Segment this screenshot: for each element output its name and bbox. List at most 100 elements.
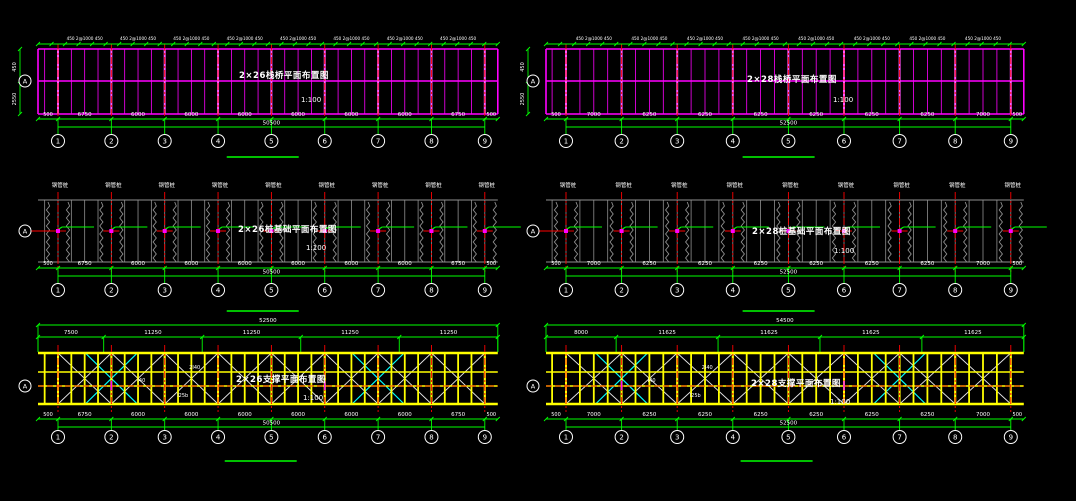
axis-number: 9 [1009, 287, 1013, 295]
pile-marker [376, 229, 381, 233]
dim-tick [923, 41, 928, 47]
pile-label: 钢管桩 [727, 181, 744, 189]
axis-number: 9 [1009, 434, 1013, 442]
dimension-label: 11625 [760, 330, 778, 336]
axis-bubble [1003, 430, 1018, 444]
axis-letter-bubble [18, 74, 32, 88]
dim-tick [585, 41, 591, 47]
dimension-label: 6250 [698, 112, 712, 118]
total-dimension-label: 50500 [263, 121, 281, 127]
axis-number: 4 [731, 287, 736, 295]
dim-tick [810, 41, 816, 47]
axis-number: 7 [897, 138, 901, 146]
dim-tick [62, 41, 68, 47]
axis-number: 5 [786, 434, 790, 442]
dimension-label: 500 [43, 412, 53, 418]
axis-number: 8 [953, 434, 957, 442]
axis-letter-bubble [18, 379, 32, 393]
dimension-label: 6000 [398, 412, 412, 418]
dimension-label: 6250 [920, 412, 934, 418]
drawing-title-pile-left: 2×26桩基础平面布置图 [238, 225, 337, 235]
axis-number: 4 [216, 287, 221, 295]
pile-marker [564, 229, 568, 233]
scale-note-pile-right: 1:100 [834, 247, 855, 255]
axis-bubble [892, 283, 907, 297]
axis-number: 1 [564, 434, 568, 442]
dim-tick [157, 41, 163, 47]
dimension-label: 8000 [574, 330, 588, 336]
axis-bubble [781, 430, 796, 444]
dim-tick [1021, 116, 1027, 122]
axis-bubble [424, 283, 439, 297]
axis-number: 3 [162, 287, 166, 295]
axis-number: 1 [56, 138, 60, 146]
dimension-label: 11250 [243, 330, 261, 336]
dim-tick [495, 416, 501, 422]
dim-tick [35, 265, 41, 271]
dim-tick [306, 41, 311, 47]
dimension-label: 11625 [862, 330, 880, 336]
dim-tick [613, 41, 619, 47]
axis-bubble [670, 283, 685, 297]
dim-tick [265, 41, 271, 47]
dimension-label: 500 [487, 261, 497, 267]
axis-bubble [317, 430, 332, 444]
scale-note-brace-left: 1:100 [303, 394, 324, 402]
pile-marker [1008, 229, 1013, 233]
axis-bubble [264, 134, 279, 148]
dim-tick [993, 41, 999, 47]
axis-letter-bubble [18, 224, 32, 238]
pile-breakline [45, 201, 51, 263]
dim-tick [670, 41, 675, 47]
axis-number: 2 [619, 434, 623, 442]
dim-tick [360, 41, 365, 47]
axis-number: 5 [269, 287, 273, 295]
dim-tick [143, 41, 149, 47]
dim-tick [225, 41, 230, 47]
dim-tick [951, 41, 956, 47]
axis-bubble [211, 283, 226, 297]
dimension-label: 11250 [440, 330, 458, 336]
axis-number: 8 [429, 287, 433, 295]
axis-bubble [317, 134, 332, 148]
dimension-label: 11625 [658, 330, 676, 336]
axis-number: 7 [376, 434, 380, 442]
dimension-label: 6250 [754, 112, 768, 118]
top-strip-dimension: 450 2@1000 450 [227, 36, 263, 41]
dim-tick [525, 46, 531, 52]
axis-number: 4 [731, 434, 736, 442]
axis-bubble [157, 430, 172, 444]
axis-bubble [948, 430, 963, 444]
dim-tick [49, 41, 54, 47]
left-dimension: 2550 [12, 93, 18, 106]
axis-number: 6 [842, 434, 847, 442]
pile-marker [162, 229, 167, 233]
dimension-label: 6250 [754, 412, 768, 418]
axis-bubble [371, 134, 386, 148]
dimension-label: 500 [1013, 112, 1023, 118]
dim-tick [838, 41, 844, 47]
axis-bubble [781, 283, 796, 297]
dim-tick [1021, 41, 1027, 47]
axis-number: 5 [269, 138, 273, 146]
dimension-label: 500 [43, 112, 53, 118]
axis-number: 2 [109, 287, 113, 295]
pile-breakline [419, 201, 424, 263]
dim-tick [698, 41, 703, 47]
axis-number: 5 [786, 138, 790, 146]
dim-tick [333, 41, 338, 47]
pile-label: 钢管桩 [949, 181, 966, 189]
dimension-label: 7000 [587, 412, 601, 418]
dimension-label: 7000 [587, 261, 601, 267]
dimension-label: 6000 [344, 112, 358, 118]
dimension-label: 6000 [184, 412, 198, 418]
dim-tick [89, 41, 95, 47]
axis-number: 9 [483, 138, 487, 146]
total-dimension-label: 52500 [780, 421, 798, 427]
pile-marker [216, 229, 221, 233]
pile-breakline [609, 201, 614, 263]
axis-number: 1 [564, 138, 568, 146]
pile-breakline [963, 201, 968, 263]
pile-label: 钢管桩 [782, 181, 799, 189]
